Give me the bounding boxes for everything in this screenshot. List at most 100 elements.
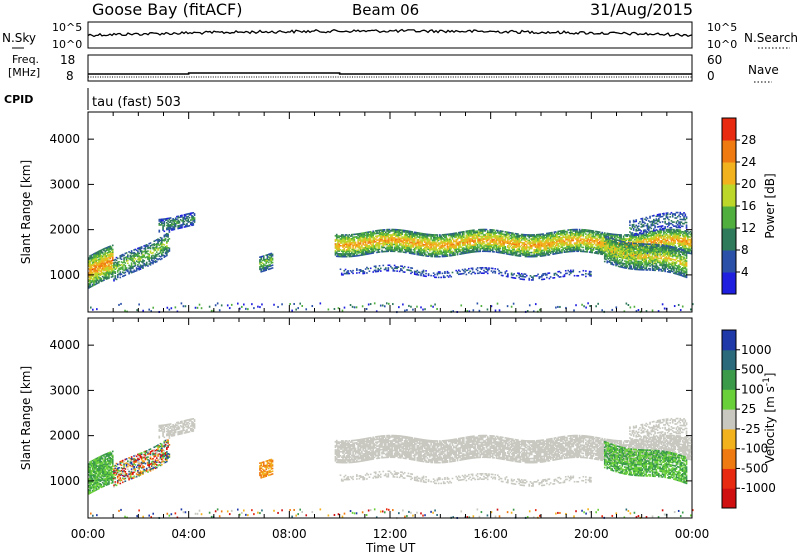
power-echo-cell [152,243,154,246]
power-echo-cell [159,258,162,261]
power-echo-cell [110,261,113,263]
power-echo-cell [392,303,394,306]
power-echo-cell [363,238,366,241]
power-echo-cell [460,235,463,238]
power-echo-cell [366,237,368,239]
power-echo-cell [367,253,370,255]
power-echo-cell [496,231,499,233]
power-echo-cell [95,258,98,261]
power-echo-cell [143,264,146,266]
power-echo-cell [483,228,485,231]
power-echo-cell [123,269,125,272]
power-echo-cell [138,258,140,260]
power-echo-cell [393,234,396,236]
power-echo-cell [174,224,177,226]
power-echo-cell [89,256,91,259]
power-echo-cell [152,262,154,265]
power-echo-cell [439,236,441,239]
power-echo-cell [392,234,395,236]
power-echo-cell [456,241,459,244]
power-echo-cell [114,276,117,279]
power-echo-cell [427,248,430,251]
power-echo-cell [121,268,124,271]
power-echo-cell [177,227,179,230]
power-echo-cell [111,275,114,278]
power-echo-cell [124,262,127,264]
power-echo-cell [373,247,376,250]
power-echo-cell [111,259,114,262]
power-echo-cell [89,267,91,270]
power-echo-cell [514,242,517,244]
power-echo-cell [168,218,171,221]
power-echo-cell [267,268,270,271]
power-echo-cell [361,239,363,241]
power-echo-cell [147,257,149,259]
power-echo-cell [132,260,134,263]
power-echo-cell [349,235,352,237]
power-echo-cell [387,232,390,235]
power-echo-cell [400,244,402,246]
power-echo-cell [465,248,468,250]
power-echo-cell [459,249,461,251]
power-echo-cell [96,271,99,274]
power-echo-cell [501,237,504,240]
power-echo-cell [270,252,273,255]
power-echo-cell [401,245,403,248]
power-echo-cell [260,261,263,264]
power-echo-cell [124,309,126,312]
power-echo-cell [113,278,115,281]
power-echo-cell [149,262,152,265]
power-echo-cell [422,245,425,247]
power-echo-cell [480,228,483,231]
power-echo-cell [130,270,133,273]
power-echo-cell [339,248,342,251]
power-echo-cell [481,228,484,231]
power-echo-cell [459,242,461,245]
power-echo-cell [441,234,444,236]
power-echo-cell [110,259,113,262]
power-echo-cell [473,236,475,238]
power-echo-cell [105,274,108,276]
power-echo-cell [425,241,427,244]
power-echo-cell [408,238,411,241]
power-echo-cell [486,243,489,246]
power-echo-cell [261,265,264,267]
power-echo-cell [358,245,361,247]
power-echo-cell [147,244,149,247]
power-echo-cell [426,234,429,237]
power-echo-cell [447,242,450,245]
power-echo-cell [480,239,483,242]
power-echo-cell [408,245,411,248]
power-echo-cell [373,250,376,253]
power-echo-cell [158,231,161,233]
power-echo-cell [418,245,421,248]
power-echo-cell [116,262,119,265]
power-echo-cell [164,252,167,255]
power-echo-cell [366,232,368,235]
power-echo-cell [335,243,338,245]
power-echo-cell [162,222,164,225]
power-echo-cell [359,234,362,236]
power-echo-cell [485,250,488,253]
power-echo-cell [93,255,95,258]
power-echo-cell [159,239,162,242]
power-echo-cell [557,305,559,308]
power-echo-cell [372,248,375,250]
power-echo-cell [101,259,104,262]
power-echo-cell [507,245,509,247]
power-echo-cell [505,242,508,244]
power-echo-cell [499,245,502,247]
power-echo-cell [406,242,409,245]
power-echo-cell [496,229,499,232]
power-echo-cell [91,272,94,275]
power-echo-cell [89,270,91,272]
power-echo-cell [486,232,489,235]
power-echo-cell [116,264,119,266]
power-echo-cell [191,223,193,225]
power-echo-cell [452,251,455,254]
power-echo-cell [129,270,132,273]
power-echo-cell [109,248,112,250]
power-echo-cell [104,258,107,261]
power-echo-cell [451,246,454,249]
power-echo-cell [445,248,448,251]
